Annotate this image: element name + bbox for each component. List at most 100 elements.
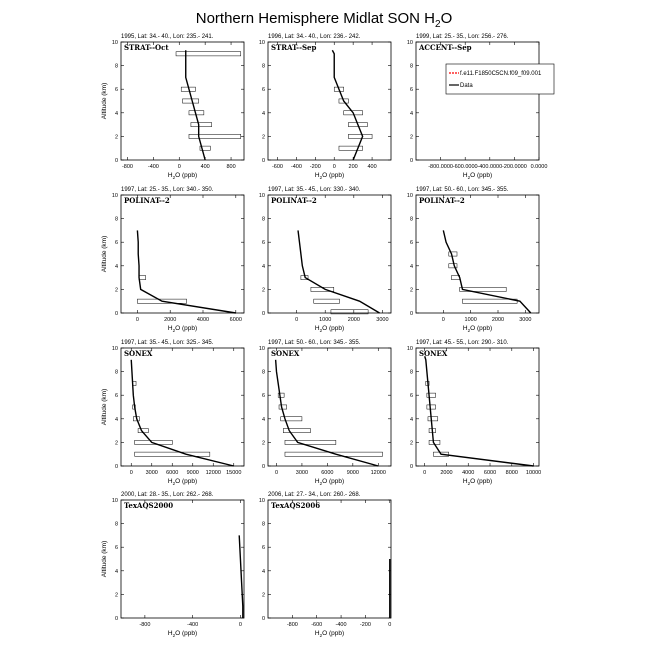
plot-frame	[267, 194, 392, 314]
plot-frame	[415, 41, 540, 161]
panel-9: 1997, Lat: 45.- 55., Lon: 290.- 310. SONE…	[407, 340, 541, 486]
y-tick-label: 0	[115, 616, 118, 622]
range-box	[426, 404, 436, 410]
x-tick-label: -400.0000	[477, 164, 502, 170]
panel-4: 1997, Lat: 25.- 35., Lon: 340.- 350. POLI…	[101, 187, 245, 333]
campaign-label: SONEX	[124, 349, 153, 358]
x-tick-label: 8000	[506, 470, 518, 476]
y-tick-label: 0	[262, 311, 265, 317]
y-tick-label: 8	[115, 64, 118, 70]
y-axis-label: Altitude (km)	[101, 389, 108, 425]
y-tick-label: 0	[410, 464, 413, 470]
y-tick-label: 6	[262, 87, 265, 93]
x-tick-label: 2000	[440, 470, 452, 476]
y-axis-label: Altitude (km)	[101, 541, 108, 577]
plot-frame	[415, 347, 540, 467]
y-tick-label: 0	[410, 158, 413, 164]
range-box	[462, 298, 518, 304]
x-tick-label: 12000	[206, 470, 221, 476]
range-box	[330, 309, 369, 315]
plot-frame	[267, 347, 392, 467]
y-tick-label: 6	[410, 393, 413, 399]
x-axis-label: H2O (ppb)	[315, 478, 344, 486]
y-tick-label: 10	[407, 40, 413, 46]
panel-10: 2000, Lat: 28.- 35., Lon: 262.- 268. TexA…	[101, 492, 245, 638]
range-box	[333, 86, 344, 92]
panel-5: 1997, Lat: 35.- 45., Lon: 330.- 340. POLI…	[259, 187, 392, 333]
y-tick-label: 4	[410, 264, 413, 270]
range-box	[134, 451, 211, 457]
y-tick-label: 2	[410, 134, 413, 140]
y-tick-label: 2	[115, 440, 118, 446]
y-tick-label: 8	[115, 217, 118, 223]
y-tick-label: 4	[115, 569, 118, 575]
y-tick-label: 6	[262, 545, 265, 551]
y-tick-label: 6	[115, 87, 118, 93]
x-tick-label: 12000	[371, 470, 386, 476]
x-tick-label: -400	[336, 622, 347, 628]
plot-frame	[415, 194, 540, 314]
range-box	[182, 98, 199, 104]
range-box	[427, 416, 439, 422]
x-tick-label: 800	[226, 164, 235, 170]
x-tick-label: 3000	[146, 470, 158, 476]
plot-frame	[120, 347, 245, 467]
y-tick-label: 8	[410, 217, 413, 223]
y-tick-label: 0	[115, 158, 118, 164]
x-tick-label: 2000	[348, 317, 360, 323]
range-box	[448, 251, 458, 257]
y-tick-label: 0	[115, 464, 118, 470]
data-line	[274, 359, 379, 467]
y-tick-label: 0	[115, 311, 118, 317]
y-tick-label: 0	[262, 464, 265, 470]
y-tick-label: 0	[262, 158, 265, 164]
range-box	[188, 134, 242, 139]
y-tick-label: 6	[262, 393, 265, 399]
y-tick-label: 8	[262, 522, 265, 528]
x-axis-label: H2O (ppb)	[168, 478, 197, 486]
x-tick-label: 0	[333, 164, 336, 170]
range-box	[134, 440, 173, 445]
y-tick-label: 4	[262, 569, 265, 575]
x-tick-label: 0	[178, 164, 181, 170]
panel-header: 1997, Lat: 45.- 55., Lon: 290.- 310.	[416, 340, 509, 346]
x-tick-label: 6000	[230, 317, 242, 323]
campaign-label: ACCENT--Sep	[418, 43, 472, 52]
range-box	[199, 145, 211, 151]
x-tick-label: -600	[311, 622, 322, 628]
range-box	[348, 134, 373, 139]
x-tick-label: -800.0000	[428, 164, 453, 170]
y-tick-label: 10	[259, 346, 265, 352]
x-tick-label: 1000	[465, 317, 477, 323]
campaign-label: SONEX	[271, 349, 300, 358]
legend-data-label: Data	[460, 83, 473, 89]
y-tick-label: 8	[262, 217, 265, 223]
data-line	[331, 49, 364, 161]
y-tick-label: 8	[262, 64, 265, 70]
y-tick-label: 0	[410, 311, 413, 317]
range-box	[426, 392, 436, 398]
y-tick-label: 2	[262, 592, 265, 598]
campaign-label: TexAQS2006	[271, 501, 320, 510]
x-tick-label: 10000	[526, 470, 541, 476]
campaign-label: POLINAT--2	[271, 196, 317, 205]
campaign-label: SONEX	[419, 349, 448, 358]
plot-frame	[120, 499, 245, 619]
panel-1: 1995, Lat: 34.- 40., Lon: 235.- 241. STRA…	[101, 34, 245, 180]
y-tick-label: 0	[262, 616, 265, 622]
panel-header: 1997, Lat: 35.- 45., Lon: 325.- 345.	[121, 340, 214, 346]
y-tick-label: 2	[410, 440, 413, 446]
legend-box	[445, 63, 555, 95]
panel-header: 2006, Lat: 27.- 34., Lon: 260.- 268.	[268, 492, 361, 498]
x-tick-label: 3000	[519, 317, 531, 323]
range-box	[284, 451, 383, 457]
y-tick-label: 2	[262, 440, 265, 446]
y-tick-label: 4	[262, 264, 265, 270]
range-box	[283, 428, 311, 433]
legend-model-label: f.e11.F1850C5CN.f09_f09.001	[460, 71, 542, 77]
y-tick-label: 8	[262, 370, 265, 376]
x-tick-label: 0	[275, 470, 278, 476]
y-tick-label: 4	[115, 111, 118, 117]
panel-6: 1997, Lat: 50.- 60., Lon: 345.- 355. POLI…	[407, 187, 540, 333]
